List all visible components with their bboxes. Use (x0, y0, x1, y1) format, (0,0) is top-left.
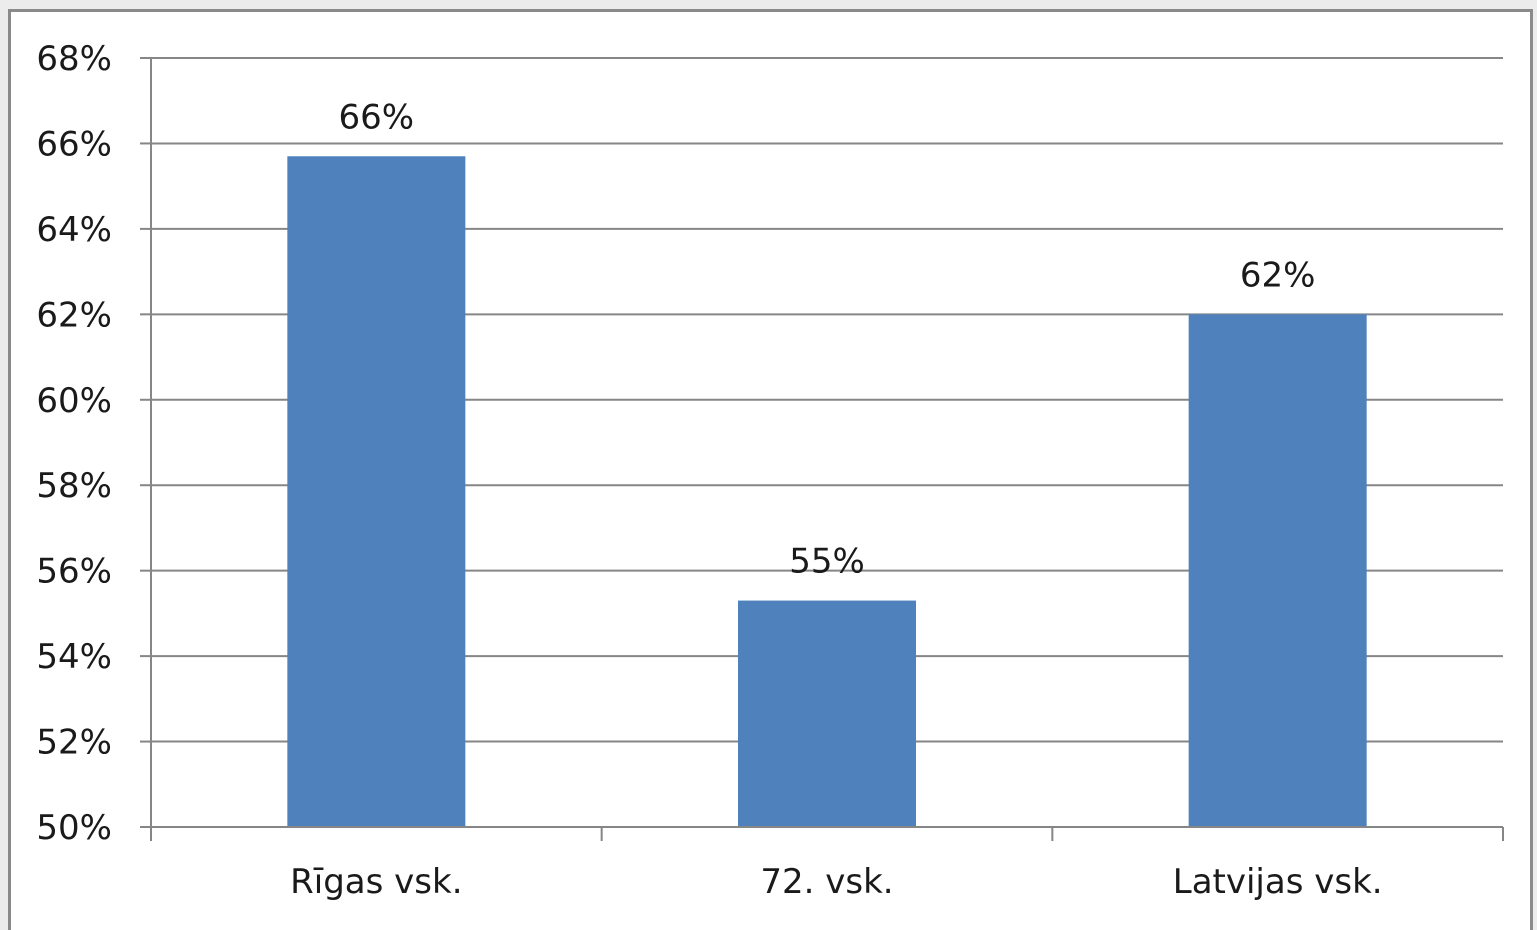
y-tick-label: 54% (36, 637, 112, 677)
x-category-label: Latvijas vsk. (1173, 862, 1383, 902)
axes (140, 57, 1504, 841)
bar (738, 600, 916, 827)
data-label: 66% (339, 97, 415, 137)
y-tick-label: 64% (36, 210, 112, 250)
y-tick-label: 60% (36, 381, 112, 421)
data-labels: 66% 55% 62% (339, 97, 1316, 581)
y-tick-label: 62% (36, 295, 112, 335)
x-category-labels: Rīgas vsk. 72. vsk. Latvijas vsk. (290, 862, 1382, 902)
y-tick-label: 56% (36, 552, 112, 592)
y-tick-label: 52% (36, 723, 112, 763)
x-category-label: Rīgas vsk. (290, 862, 462, 902)
y-tick-label: 66% (36, 124, 112, 164)
x-category-label: 72. vsk. (760, 862, 893, 902)
y-tick-label: 50% (36, 808, 112, 848)
y-tick-labels: 50% 52% 54% 56% 58% 60% 62% 64% 66% 68% (36, 39, 112, 848)
y-tick-label: 68% (36, 39, 112, 79)
data-label: 55% (789, 542, 865, 582)
bar (1188, 314, 1367, 827)
data-label: 62% (1240, 255, 1316, 295)
bar (287, 156, 466, 827)
y-tick-label: 58% (36, 466, 112, 506)
bars (287, 156, 1367, 827)
